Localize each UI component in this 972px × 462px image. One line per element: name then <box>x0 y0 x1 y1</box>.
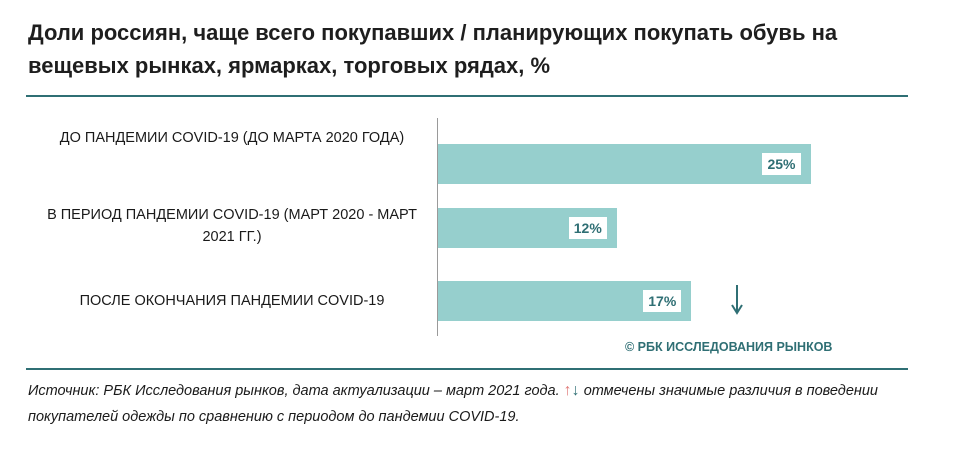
significance-text: отмечены значимые различия в поведении п… <box>28 383 878 425</box>
category-label: ПОСЛЕ ОКОНЧАНИЯ ПАНДЕМИИ COVID-19 <box>79 293 385 309</box>
source-note: Источник: РБК Исследования рынков, дата … <box>28 378 918 430</box>
down-arrow-icon: ↓ <box>571 382 580 399</box>
bottom-divider <box>26 368 908 370</box>
bar: 12% <box>438 208 617 248</box>
data-label: 25% <box>762 153 801 175</box>
up-arrow-icon: ↑ <box>563 382 572 399</box>
category-label: В ПЕРИОД ПАНДЕМИИ COVID-19 (МАРТ 2020 - … <box>47 207 417 245</box>
top-divider <box>26 95 908 97</box>
copyright-label: © РБК ИССЛЕДОВАНИЯ РЫНКОВ <box>625 340 833 354</box>
bar: 17% <box>438 281 692 321</box>
category-axis <box>437 118 438 336</box>
source-text: Источник: РБК Исследования рынков, дата … <box>28 383 560 399</box>
data-label: 12% <box>568 217 607 239</box>
category-label: ДО ПАНДЕМИИ COVID-19 (ДО МАРТА 2020 ГОДА… <box>59 130 405 146</box>
data-label: 17% <box>643 290 682 312</box>
bar: 25% <box>438 144 811 184</box>
chart-title: Доли россиян, чаще всего покупавших / пл… <box>28 20 838 78</box>
significance-down-arrow-icon <box>731 285 744 315</box>
